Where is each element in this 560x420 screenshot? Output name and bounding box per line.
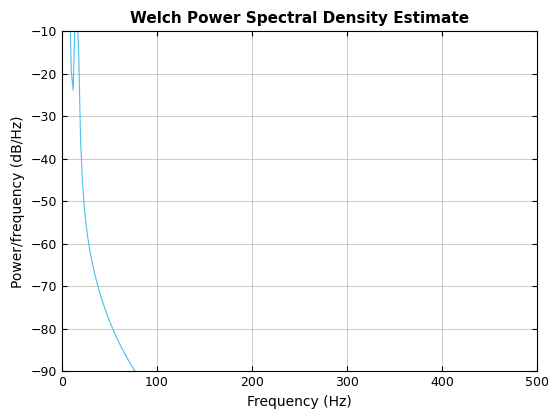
Y-axis label: Power/frequency (dB/Hz): Power/frequency (dB/Hz) [11, 115, 25, 288]
X-axis label: Frequency (Hz): Frequency (Hz) [247, 395, 352, 409]
Title: Welch Power Spectral Density Estimate: Welch Power Spectral Density Estimate [130, 11, 469, 26]
